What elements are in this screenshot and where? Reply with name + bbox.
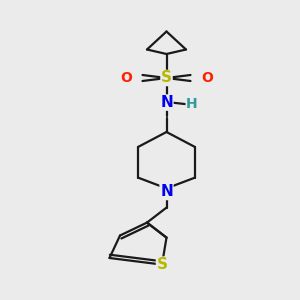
Text: N: N [160, 95, 173, 110]
Text: S: S [157, 257, 167, 272]
Text: O: O [201, 71, 213, 85]
Text: N: N [160, 184, 173, 200]
Text: O: O [120, 71, 132, 85]
Text: H: H [186, 98, 198, 111]
Text: S: S [161, 70, 172, 86]
